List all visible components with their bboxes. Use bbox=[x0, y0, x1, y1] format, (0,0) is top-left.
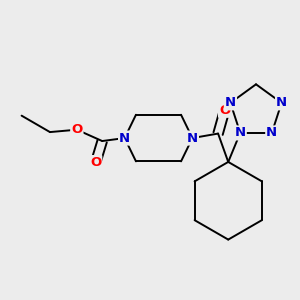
Text: N: N bbox=[187, 132, 198, 145]
Text: O: O bbox=[219, 104, 230, 117]
Text: N: N bbox=[225, 96, 236, 110]
Text: O: O bbox=[71, 123, 82, 136]
Text: O: O bbox=[90, 156, 101, 169]
Text: N: N bbox=[119, 132, 130, 145]
Text: N: N bbox=[266, 126, 278, 140]
Text: N: N bbox=[276, 96, 287, 110]
Text: N: N bbox=[235, 126, 246, 140]
